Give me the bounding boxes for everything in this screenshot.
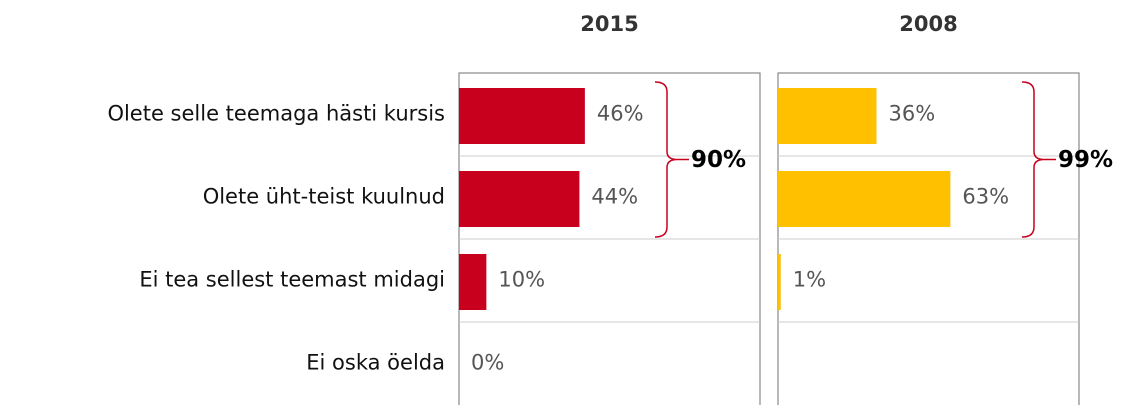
bar [778,88,877,144]
category-label: Ei oska öelda [306,351,445,375]
value-label: 44% [591,185,638,209]
bar [459,171,580,227]
value-label: 63% [962,185,1009,209]
category-label: Olete üht-teist kuulnud [203,185,445,209]
value-label: 0% [471,351,504,375]
panel-frame [777,72,1080,405]
value-label: 1% [793,268,826,292]
value-label: 46% [597,102,644,126]
category-label: Ei tea sellest teemast midagi [139,268,445,292]
bracket-label: 99% [1058,147,1113,173]
panel-frame [458,72,761,405]
panel-title: 2008 [899,12,957,36]
bracket [1021,81,1056,238]
bar [459,88,585,144]
bracket-label: 90% [691,147,746,173]
bar [778,171,951,227]
value-label: 10% [498,268,545,292]
panel-title: 2015 [580,12,638,36]
category-label: Olete selle teemaga hästi kursis [107,102,445,126]
value-label: 36% [889,102,936,126]
bracket [654,81,689,238]
bar [459,254,487,310]
bar [778,254,781,310]
